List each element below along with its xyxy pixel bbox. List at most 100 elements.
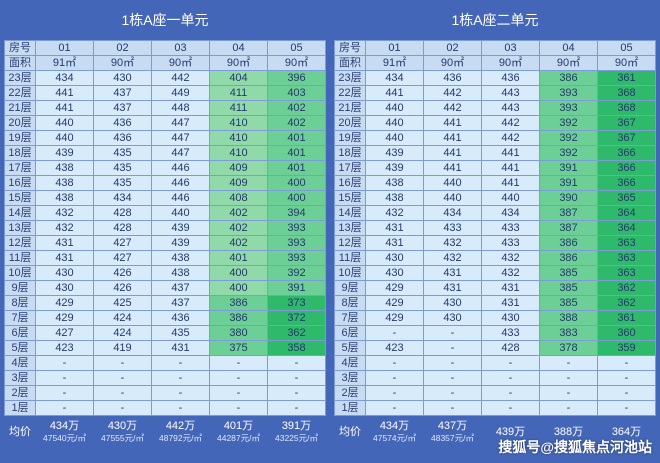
price-cell: -	[93, 400, 152, 416]
average-price-cell: 442万 48792元/㎡	[151, 415, 210, 449]
floor-row: 8层 429 425 437 386 373	[4, 295, 326, 311]
price-cell: 430	[93, 70, 152, 86]
unit-two-price-table: 房号 01 02 03 04 05 面积 91㎡ 90㎡ 90㎡ 90㎡ 90㎡ 23层 434 436 43…	[334, 40, 656, 449]
average-total-price: 388万	[553, 426, 584, 438]
floor-row: 13层 431 433 433 387 364	[334, 220, 656, 236]
floor-label: 5层	[334, 340, 366, 356]
floor-row: 9层 430 426 437 400 391	[4, 280, 326, 296]
price-cell: 400	[267, 190, 326, 206]
price-cell: 440	[423, 175, 482, 191]
floor-label: 13层	[334, 220, 366, 236]
price-cell: 435	[151, 325, 210, 341]
price-cell: 447	[151, 130, 210, 146]
average-price-cell: 430万 47555元/㎡	[93, 415, 152, 449]
floor-label: 16层	[334, 175, 366, 191]
price-cell: -	[365, 325, 424, 341]
floor-row: 17层 439 441 441 391 366	[334, 160, 656, 176]
price-cell: 432	[423, 235, 482, 251]
price-cell: 391	[267, 280, 326, 296]
room-number: 04	[209, 40, 268, 56]
floor-row: 16层 438 435 446 409 400	[4, 175, 326, 191]
floor-label: 9层	[4, 280, 36, 296]
floor-row: 12层 431 432 433 386 363	[334, 235, 656, 251]
price-cell: -	[423, 370, 482, 386]
floor-row: 11层 430 432 432 386 363	[334, 250, 656, 266]
price-cell: 402	[209, 220, 268, 236]
unit-one-price-table: 房号 01 02 03 04 05 面积 91㎡ 90㎡ 90㎡ 90㎡ 90㎡ 23层 434 430 44…	[4, 40, 326, 449]
average-total-price: 401万	[223, 420, 254, 432]
floor-row: 3层 - - - - -	[4, 370, 326, 386]
average-price-cell: 364万	[597, 415, 656, 449]
floor-label: 14层	[334, 205, 366, 221]
room-area: 90㎡	[151, 55, 210, 71]
floor-row: 6层 - -433 383 360	[334, 325, 656, 341]
area-row: 面积 91㎡ 90㎡ 90㎡ 90㎡ 90㎡	[4, 55, 326, 71]
price-cell: 392	[539, 130, 598, 146]
price-cell: 402	[209, 205, 268, 221]
price-cell: 362	[597, 295, 656, 311]
price-cell: 400	[209, 280, 268, 296]
average-total-price: 364万	[611, 426, 642, 438]
price-cell: 410	[209, 115, 268, 131]
price-cell: 440	[35, 130, 94, 146]
room-area: 91㎡	[365, 55, 424, 71]
price-cell: -	[267, 370, 326, 386]
price-cell: 436	[93, 130, 152, 146]
average-price-cell: 434万 47540元/㎡	[35, 415, 94, 449]
price-cell: 443	[481, 100, 540, 116]
price-cell: -	[35, 370, 94, 386]
floor-label: 10层	[334, 265, 366, 281]
price-cell: 433	[481, 235, 540, 251]
price-cell: 431	[481, 280, 540, 296]
price-cell: 432	[481, 265, 540, 281]
floor-label: 3层	[4, 370, 36, 386]
price-cell: 440	[481, 190, 540, 206]
price-cell: 402	[267, 100, 326, 116]
price-cell: 431	[35, 250, 94, 266]
floor-label: 16层	[4, 175, 36, 191]
price-cell: -	[481, 385, 540, 401]
price-cell: 432	[365, 205, 424, 221]
price-cell: 433	[423, 220, 482, 236]
price-cell: 393	[539, 85, 598, 101]
price-cell: 439	[151, 220, 210, 236]
price-cell: 429	[35, 295, 94, 311]
price-cell: 367	[597, 130, 656, 146]
floor-label: 1层	[4, 400, 36, 416]
average-price-row: 均价 434万 47574元/㎡ 437万 48357元/㎡ 439万 388万 364万	[334, 415, 656, 449]
price-cell: 441	[481, 160, 540, 176]
price-cell: -	[267, 400, 326, 416]
price-cell: 361	[597, 310, 656, 326]
floor-label: 17层	[334, 160, 366, 176]
price-cell: 435	[93, 160, 152, 176]
price-cell: 372	[267, 310, 326, 326]
area-label: 面积	[334, 55, 366, 71]
price-cell: -	[481, 400, 540, 416]
average-price-cell: 391万 43225元/㎡	[267, 415, 326, 449]
average-unit-price: 47574元/㎡	[373, 433, 416, 443]
price-cell: 364	[597, 205, 656, 221]
price-cell: 442	[423, 100, 482, 116]
price-cell: 449	[151, 85, 210, 101]
floor-label: 23层	[4, 70, 36, 86]
price-cell: 434	[365, 70, 424, 86]
floor-row: 12层 431 427 439 402 393	[4, 235, 326, 251]
price-cell: 440	[365, 100, 424, 116]
price-cell: 403	[267, 85, 326, 101]
price-cell: 431	[481, 295, 540, 311]
room-number-label: 房号	[4, 40, 36, 56]
average-total-price: 430万	[107, 420, 138, 432]
price-cell: -	[365, 385, 424, 401]
price-cell: -	[365, 400, 424, 416]
price-cell: 431	[423, 265, 482, 281]
price-cell: 408	[209, 190, 268, 206]
price-cell: 385	[539, 280, 598, 296]
price-cell: 391	[539, 160, 598, 176]
price-cell: 368	[597, 85, 656, 101]
price-cell: 442	[481, 115, 540, 131]
floor-label: 4层	[4, 355, 36, 371]
price-cell: 411	[209, 85, 268, 101]
average-price-cell: 437万 48357元/㎡	[423, 415, 482, 449]
price-cell: 409	[209, 160, 268, 176]
floor-row: 23层 434 430 442 404 396	[4, 70, 326, 86]
